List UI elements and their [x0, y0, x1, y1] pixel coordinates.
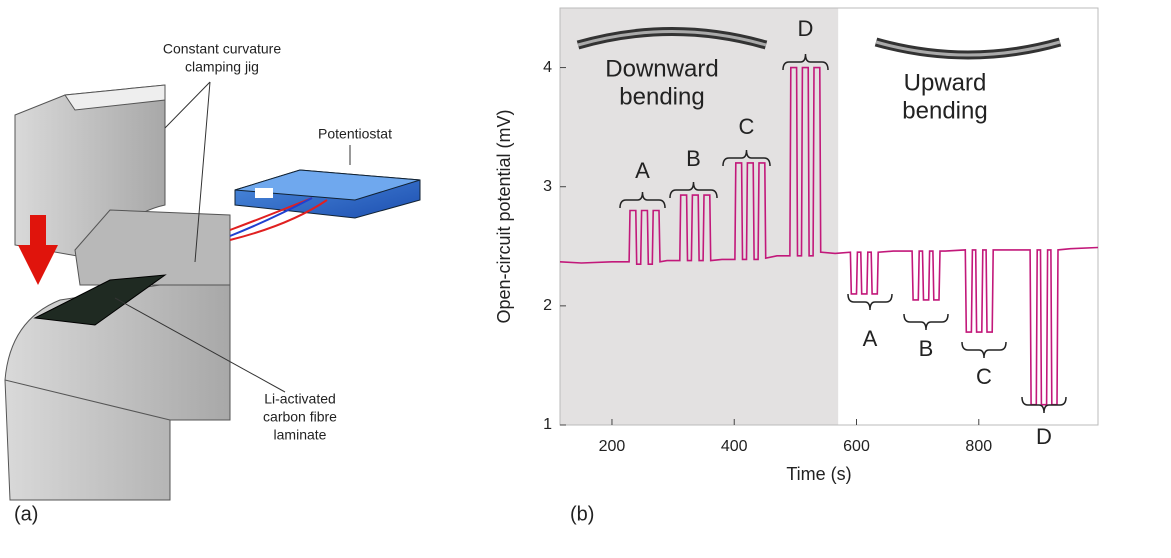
region-label: Upward [904, 69, 987, 96]
meter [255, 188, 273, 198]
beam-icon [875, 40, 1061, 57]
plot-frame [559, 7, 1099, 426]
jig-label: clamping jig [185, 59, 259, 75]
bracket [782, 53, 829, 71]
bracket [619, 191, 666, 209]
group-label: A [863, 326, 878, 351]
middle-block [74, 209, 231, 286]
x-tick-label: 200 [599, 438, 626, 455]
chart: 1 2 3 4 200 400 600 800 Time (s) Open-circuit pot… [494, 7, 1099, 484]
lower-jig [4, 284, 231, 501]
group-label: B [919, 336, 934, 361]
y-tick-label: 1 [543, 416, 552, 433]
x-axis-label: Time (s) [786, 464, 851, 484]
leader-lines [114, 81, 351, 393]
upper-jig-top [64, 84, 166, 111]
jig-label: Constant curvature [163, 41, 281, 57]
data-line [559, 66, 1099, 406]
potentiostat-label: Potentiostat [318, 126, 392, 142]
x-tick-label: 800 [965, 438, 992, 455]
laminate-label: carbon fibre [263, 409, 337, 425]
bracket [1021, 396, 1067, 414]
y-tick-label: 4 [543, 59, 552, 76]
laminate-label: Li-activated [264, 391, 336, 407]
arrow [18, 215, 58, 285]
bracket [722, 149, 771, 167]
laminate-label: laminate [274, 427, 327, 443]
bracket [669, 181, 718, 199]
laminate [33, 274, 167, 326]
group-label: B [686, 146, 701, 171]
panel-label: (a) [14, 503, 38, 525]
group-label: C [739, 114, 755, 139]
x-tick-label: 400 [721, 438, 748, 455]
bracket [961, 341, 1007, 359]
wire-blue [229, 197, 313, 237]
y-axis-label: Open-circuit potential (mV) [494, 109, 514, 323]
bracket [847, 293, 893, 311]
potentiostat-top [234, 169, 421, 201]
y-tick-label: 2 [543, 297, 552, 314]
panel-label: (b) [570, 503, 594, 525]
region-label: Downward [605, 55, 718, 82]
group-label: A [635, 158, 650, 183]
group-label: D [798, 16, 814, 41]
region-label: bending [902, 97, 987, 124]
beam-icon [577, 30, 767, 47]
diagram: Constant curvature clamping jig Potentio… [4, 41, 421, 525]
group-label: D [1036, 424, 1052, 449]
x-tick-label: 600 [843, 438, 870, 455]
y-tick-label: 3 [543, 178, 552, 195]
bracket [903, 313, 949, 331]
edge [4, 379, 171, 421]
region-label: bending [619, 83, 704, 110]
group-label: C [976, 364, 992, 389]
